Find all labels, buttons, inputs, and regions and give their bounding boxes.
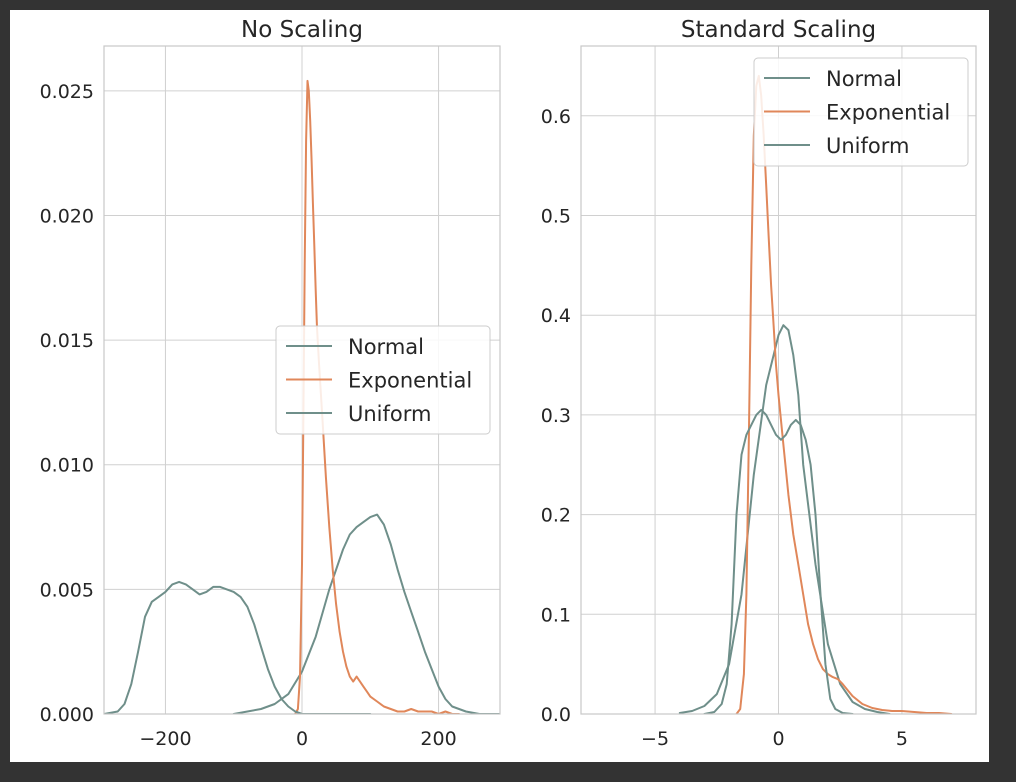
y-tick-label: 0.020 — [40, 205, 94, 227]
series-line-exponential — [294, 79, 460, 714]
x-tick-label: 5 — [896, 728, 908, 750]
chart-panel-2: −5 0 5 0.0 0.1 0.2 0.3 0.4 0.5 0.6 Standard Scalin… — [541, 17, 977, 750]
y-tick-label: 0.2 — [541, 505, 571, 527]
series-line-uniform — [703, 408, 854, 714]
legend-box — [275, 325, 491, 435]
y-tick-label: 0.0 — [541, 704, 571, 726]
legend: Normal Exponential Uniform — [753, 57, 969, 167]
series-line-uniform — [104, 580, 372, 714]
chart-title: Standard Scaling — [681, 17, 876, 43]
y-tick-label: 0.6 — [541, 106, 571, 128]
plot-frame — [103, 45, 501, 715]
x-tick-label: 0 — [296, 728, 308, 750]
legend: Normal Exponential Uniform — [275, 325, 491, 435]
series-line-normal — [232, 513, 500, 714]
legend-label: Uniform — [348, 402, 431, 426]
legend-label: Normal — [826, 67, 902, 91]
y-tick-label: 0.5 — [541, 205, 571, 227]
chart-panel-1: −200 0 200 0.000 0.005 0.010 0.015 0.020 0.025 No… — [40, 17, 501, 750]
plot-frame — [580, 45, 977, 715]
y-tick-label: 0.005 — [40, 579, 94, 601]
figure: −200 0 200 0.000 0.005 0.010 0.015 0.020 0.025 No… — [10, 10, 989, 762]
y-tick-label: 0.015 — [40, 330, 94, 352]
y-tick-label: 0.1 — [541, 604, 571, 626]
legend-label: Uniform — [826, 134, 909, 158]
x-tick-label: −200 — [139, 728, 191, 750]
y-tick-label: 0.010 — [40, 455, 94, 477]
legend-label: Exponential — [826, 101, 950, 125]
legend-label: Exponential — [348, 369, 472, 393]
y-tick-label: 0.000 — [40, 704, 94, 726]
y-tick-label: 0.025 — [40, 81, 94, 103]
series-line-normal — [678, 324, 891, 714]
x-tick-label: 0 — [772, 728, 784, 750]
y-tick-label: 0.3 — [541, 405, 571, 427]
x-tick-label: −5 — [641, 728, 669, 750]
legend-box — [753, 57, 969, 167]
x-tick-label: 200 — [420, 728, 456, 750]
figure-canvas: −200 0 2000.0000.0050.0100.0150.0200.025No… — [40, 17, 977, 750]
chart-title: No Scaling — [241, 17, 363, 43]
series-line-exponential — [735, 74, 953, 714]
y-tick-label: 0.4 — [541, 305, 571, 327]
legend-label: Normal — [348, 335, 424, 359]
